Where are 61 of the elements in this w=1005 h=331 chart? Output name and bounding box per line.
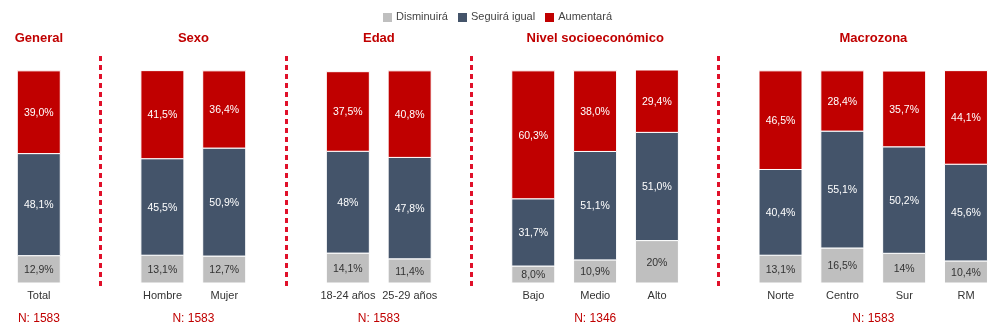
text: N: 1583 bbox=[851, 311, 896, 325]
data-label: 37,5% bbox=[332, 105, 363, 118]
data-label: 48% bbox=[337, 195, 359, 208]
x-tick-label: RM bbox=[957, 288, 975, 301]
data-label: 10,4% bbox=[951, 265, 981, 278]
x-tick-label: Norte bbox=[767, 288, 795, 301]
legend-label: Seguirá igual bbox=[470, 10, 536, 22]
text: Nivel socioeconómico bbox=[525, 30, 665, 45]
data-label: 16,5% bbox=[827, 259, 858, 272]
x-tick-label: 18-24 años bbox=[320, 288, 376, 301]
data-label: 51,0% bbox=[642, 180, 672, 193]
text: N: 1583 bbox=[171, 311, 216, 325]
x-tick-label: Total bbox=[27, 288, 51, 301]
data-label: 12,7% bbox=[209, 263, 240, 276]
data-label: 10,9% bbox=[580, 265, 610, 278]
data-label: 31,7% bbox=[518, 226, 549, 239]
data-label: 60,3% bbox=[518, 128, 549, 141]
data-label: 20% bbox=[646, 255, 668, 268]
data-label: 51,1% bbox=[580, 199, 610, 212]
data-label: 50,2% bbox=[889, 193, 920, 206]
data-label: 41,5% bbox=[147, 108, 178, 121]
x-tick-label: Mujer bbox=[210, 288, 239, 301]
data-label: 40,4% bbox=[765, 206, 796, 219]
text: N: 1346 bbox=[573, 311, 618, 325]
text: N: 1583 bbox=[356, 311, 401, 325]
data-label: 35,7% bbox=[889, 102, 920, 115]
x-tick-label: Sur bbox=[895, 288, 914, 301]
data-label: 13,1% bbox=[765, 262, 796, 275]
x-tick-label: Centro bbox=[825, 288, 859, 301]
legend-label: Disminuirá bbox=[396, 10, 448, 22]
text: Sexo bbox=[176, 30, 210, 45]
data-label: 48,1% bbox=[23, 198, 54, 211]
data-label: 44,1% bbox=[951, 111, 981, 124]
x-tick-label: Medio bbox=[580, 288, 611, 301]
x-tick-label: Alto bbox=[647, 288, 667, 301]
data-label: 12,9% bbox=[23, 263, 54, 276]
data-label: 28,4% bbox=[827, 94, 858, 107]
data-label: 40,8% bbox=[394, 107, 425, 120]
legend-label: Aumentará bbox=[558, 10, 612, 22]
text: General bbox=[13, 30, 65, 45]
data-label: 45,6% bbox=[951, 206, 981, 219]
data-label: 14% bbox=[893, 261, 915, 274]
data-label: 55,1% bbox=[827, 183, 858, 196]
data-label: 50,9% bbox=[209, 195, 240, 208]
data-label: 39,0% bbox=[23, 105, 54, 118]
text: Edad bbox=[361, 30, 396, 45]
data-label: 11,4% bbox=[395, 264, 425, 277]
text: N: 1583 bbox=[16, 311, 61, 325]
x-tick-label: Hombre bbox=[142, 288, 183, 301]
text: Macrozona bbox=[838, 30, 909, 45]
data-label: 47,8% bbox=[394, 201, 425, 214]
data-label: 38,0% bbox=[580, 104, 610, 117]
data-label: 36,4% bbox=[209, 103, 240, 116]
data-label: 8,0% bbox=[521, 268, 546, 281]
data-label: 45,5% bbox=[147, 200, 178, 213]
data-label: 14,1% bbox=[332, 261, 363, 274]
data-label: 46,5% bbox=[765, 113, 796, 126]
data-label: 13,1% bbox=[147, 262, 178, 275]
x-tick-label: Bajo bbox=[522, 288, 545, 301]
data-label: 29,4% bbox=[642, 94, 672, 107]
x-tick-label: 25-29 años bbox=[382, 288, 438, 301]
